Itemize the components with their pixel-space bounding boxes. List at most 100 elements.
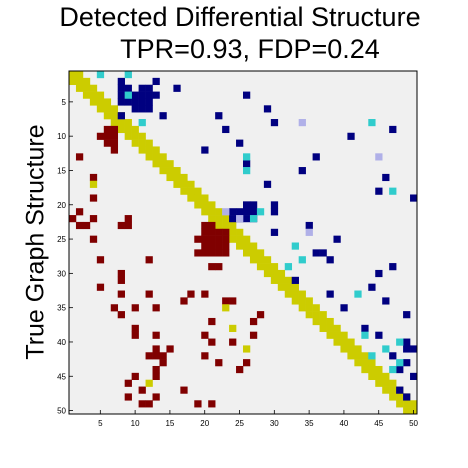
diagonal-cell xyxy=(145,146,153,154)
diagonal-cell xyxy=(201,208,209,216)
diagonal-cell xyxy=(96,105,105,113)
x-tick-label: 5 xyxy=(98,419,103,428)
cyan-cell xyxy=(256,208,265,216)
y-tick-label: 15 xyxy=(57,166,66,175)
diagonal-cell xyxy=(354,345,362,353)
true-edge-cell xyxy=(124,393,132,401)
detected-edge-cell xyxy=(249,208,258,216)
true-edge-cell xyxy=(208,400,216,408)
diagonal-cell xyxy=(403,407,411,415)
light-cell xyxy=(222,208,230,216)
detected-edge-cell xyxy=(389,125,397,134)
diagonal-cell xyxy=(138,146,146,154)
true-edge-cell xyxy=(138,386,146,394)
diagonal-cell xyxy=(215,208,223,216)
diagonal-cell xyxy=(277,269,286,278)
diagonal-cell xyxy=(284,290,293,298)
diagonal-cell xyxy=(340,331,348,339)
diagonal-cell xyxy=(89,98,98,106)
diagonal-cell xyxy=(277,276,286,284)
true-edge-cell xyxy=(152,304,160,312)
true-edge-cell xyxy=(215,263,223,271)
true-edge-cell xyxy=(110,125,119,134)
detected-edge-cell xyxy=(347,132,355,140)
diagonal-cell xyxy=(375,365,383,374)
detected-edge-cell xyxy=(173,84,181,92)
true-edge-cell xyxy=(117,311,125,319)
diagonal-cell xyxy=(382,372,390,380)
plot-frame xyxy=(68,70,418,415)
diagonal-cell xyxy=(187,180,195,188)
true-edge-cell xyxy=(208,263,216,271)
detected-edge-cell xyxy=(243,160,251,168)
diagonal-cell xyxy=(326,317,334,326)
y-tick-label: 30 xyxy=(57,269,66,278)
diagonal-cell xyxy=(138,139,146,147)
detected-edge-cell xyxy=(319,249,327,257)
diagonal-cell xyxy=(396,400,404,408)
diagonal-cell xyxy=(256,249,265,257)
diagonal-cell xyxy=(208,208,216,216)
true-edge-cell xyxy=(117,221,125,230)
diagonal-cell xyxy=(249,256,258,264)
true-edge-cell xyxy=(117,290,125,298)
diagonal-cell xyxy=(256,256,265,264)
true-edge-cell xyxy=(96,132,105,140)
diagonal-cell xyxy=(208,215,216,223)
cyan-cell xyxy=(298,256,306,264)
detected-edge-cell xyxy=(215,112,223,120)
true-edge-cell xyxy=(145,256,153,264)
yellow-cell xyxy=(89,180,98,188)
true-edge-cell xyxy=(110,146,119,154)
true-edge-cell xyxy=(152,352,160,360)
diagonal-cell xyxy=(103,112,112,120)
cyan-cell xyxy=(389,187,397,195)
chart-subtitle: TPR=0.93, FDP=0.24 xyxy=(120,34,380,64)
detected-edge-cell xyxy=(138,91,146,99)
detected-edge-cell xyxy=(403,338,411,346)
diagonal-cell xyxy=(284,283,293,291)
true-edge-cell xyxy=(222,235,230,243)
detected-edge-cell xyxy=(361,324,369,332)
true-edge-cell xyxy=(180,386,188,394)
true-edge-cell xyxy=(131,331,139,339)
x-tick-label: 10 xyxy=(131,419,140,428)
true-edge-cell xyxy=(180,297,188,305)
true-edge-cell xyxy=(256,311,265,319)
detected-edge-cell xyxy=(236,139,244,147)
diagonal-cell xyxy=(187,187,195,195)
true-edge-cell xyxy=(152,331,160,339)
true-edge-cell xyxy=(110,304,119,312)
diagonal-cell xyxy=(236,228,244,236)
diagonal-cell xyxy=(326,324,334,332)
diagonal-cell xyxy=(368,372,376,380)
detected-edge-cell xyxy=(270,208,279,216)
true-edge-cell xyxy=(208,242,216,250)
diagonal-cell xyxy=(110,119,119,127)
diagonal-cell xyxy=(117,125,125,134)
detected-edge-cell xyxy=(375,269,383,278)
true-edge-cell xyxy=(194,235,202,243)
diagonal-cell xyxy=(96,98,105,106)
diagonal-cell xyxy=(305,297,313,305)
cyan-cell xyxy=(284,263,293,271)
detected-edge-cell xyxy=(117,91,125,99)
diagonal-cell xyxy=(69,71,77,79)
detected-edge-cell xyxy=(145,98,153,106)
y-tick-label: 50 xyxy=(57,407,66,416)
diagonal-cell xyxy=(361,359,369,367)
diagonal-cell xyxy=(215,215,223,223)
diagonal-cell xyxy=(305,304,313,312)
true-edge-cell xyxy=(124,379,132,387)
detected-edge-cell xyxy=(312,249,320,257)
diagonal-cell xyxy=(347,338,355,346)
diagonal-cell xyxy=(347,345,355,353)
y-tick-label: 40 xyxy=(57,338,66,347)
true-edge-cell xyxy=(249,331,258,339)
true-edge-cell xyxy=(201,221,209,230)
diagonal-cell xyxy=(180,180,188,188)
true-edge-cell xyxy=(89,235,98,243)
detected-edge-cell xyxy=(124,84,132,92)
diagonal-cell xyxy=(145,153,153,161)
diagonal-cell xyxy=(389,386,397,394)
